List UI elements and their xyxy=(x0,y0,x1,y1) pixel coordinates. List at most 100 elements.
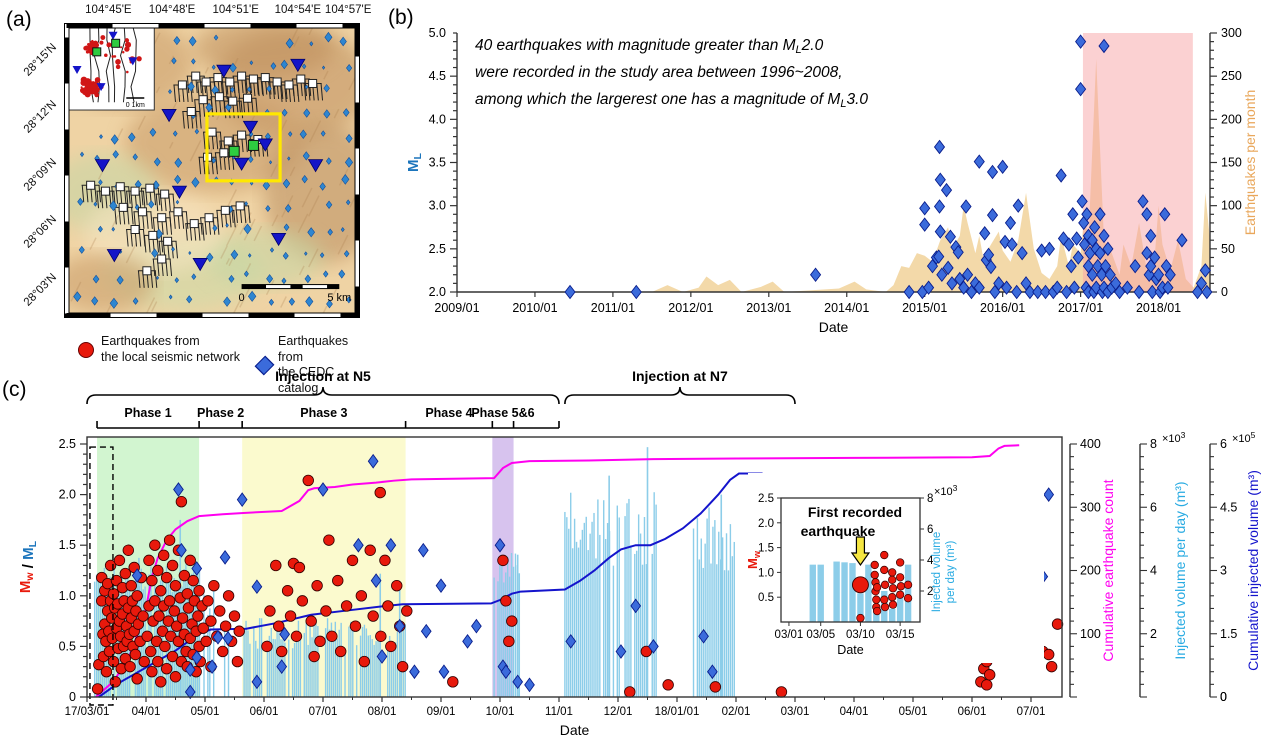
svg-text:11/01: 11/01 xyxy=(545,706,573,718)
svg-text:2013/01: 2013/01 xyxy=(746,301,791,315)
svg-text:were recorded in the study are: were recorded in the study area between … xyxy=(475,64,843,81)
svg-text:8: 8 xyxy=(927,493,933,505)
svg-text:8: 8 xyxy=(1150,437,1157,451)
map-scalebar: 0 5 km xyxy=(239,284,351,304)
svg-text:2009/01: 2009/01 xyxy=(434,301,479,315)
svg-text:2016/01: 2016/01 xyxy=(980,301,1025,315)
svg-text:4: 4 xyxy=(1150,564,1157,578)
svg-text:Injection at N7: Injection at N7 xyxy=(632,368,728,384)
legend-item-cedc-catalog: Earthquakes from the CEDC catalog xyxy=(254,334,370,397)
map-inset: 0 1km xyxy=(67,23,155,111)
svg-text:2014/01: 2014/01 xyxy=(824,301,869,315)
svg-text:18/01/01: 18/01/01 xyxy=(655,706,700,718)
svg-text:100: 100 xyxy=(1080,627,1101,641)
svg-text:2010/01: 2010/01 xyxy=(512,301,557,315)
svg-text:07/01: 07/01 xyxy=(1017,706,1046,718)
svg-text:Cumulative injected volume (m³: Cumulative injected volume (m³) xyxy=(1245,470,1261,671)
svg-text:0: 0 xyxy=(1221,285,1228,299)
svg-text:Injected volume per day (m³): Injected volume per day (m³) xyxy=(1172,481,1188,659)
svg-text:6: 6 xyxy=(1220,437,1227,451)
panel-a-legend: Earthquakes from the local seismic networ… xyxy=(70,334,370,395)
svg-text:0.5: 0.5 xyxy=(59,639,76,653)
svg-text:Date: Date xyxy=(819,319,849,335)
inset-source-box xyxy=(89,446,114,706)
cumulative-count-line xyxy=(95,444,1020,698)
svg-text:2012/01: 2012/01 xyxy=(668,301,713,315)
svg-text:4: 4 xyxy=(927,555,934,567)
svg-text:2: 2 xyxy=(927,586,933,598)
lat-tick-label: 28°03'N xyxy=(21,271,59,309)
svg-text:Mw: Mw xyxy=(745,550,762,569)
lon-tick-label: 104°57'E xyxy=(324,4,372,16)
svg-text:100: 100 xyxy=(1221,199,1242,213)
svg-text:Earthquakes per month: Earthquakes per month xyxy=(1242,90,1258,236)
lon-tick-label: 104°54'E xyxy=(274,4,322,16)
svg-text:×103: ×103 xyxy=(934,483,958,498)
lon-tick-label: 104°51'E xyxy=(212,4,259,16)
legend-label: Earthquakes from the local seismic networ… xyxy=(101,334,240,364)
svg-text:07/01: 07/01 xyxy=(309,706,338,718)
svg-text:1.0: 1.0 xyxy=(59,589,76,603)
svg-text:5 km: 5 km xyxy=(327,292,351,304)
svg-text:2015/01: 2015/01 xyxy=(902,301,947,315)
svg-text:03/01: 03/01 xyxy=(775,629,804,641)
svg-text:0: 0 xyxy=(1220,690,1227,704)
svg-text:1.5: 1.5 xyxy=(758,543,774,555)
svg-text:17/03/01: 17/03/01 xyxy=(65,706,110,718)
svg-text:Phase 2: Phase 2 xyxy=(197,406,244,420)
svg-text:6: 6 xyxy=(927,524,933,536)
svg-text:Mw / ML: Mw / ML xyxy=(17,540,39,593)
svg-text:Date: Date xyxy=(837,643,863,657)
svg-text:200: 200 xyxy=(1080,564,1101,578)
first-earthquake-arrow-icon xyxy=(850,536,871,567)
svg-text:4.5: 4.5 xyxy=(1220,500,1237,514)
svg-text:03/05: 03/05 xyxy=(806,629,835,641)
svg-text:2011/01: 2011/01 xyxy=(591,301,635,315)
svg-text:05/01: 05/01 xyxy=(899,706,928,718)
svg-text:2017/01: 2017/01 xyxy=(1058,301,1103,315)
svg-text:Injection at N5: Injection at N5 xyxy=(275,368,371,384)
svg-text:×105: ×105 xyxy=(1232,430,1256,445)
svg-text:50: 50 xyxy=(1221,242,1235,256)
svg-text:02/01: 02/01 xyxy=(722,706,751,718)
svg-text:300: 300 xyxy=(1080,500,1101,514)
panel-c-inset: 0.5 1.0 1.5 2.0 2.5 2 4 6 8×103 03/01 03/05 03/10 03… xyxy=(745,473,1044,663)
svg-text:5.0: 5.0 xyxy=(429,26,446,40)
svg-text:06/01: 06/01 xyxy=(250,706,279,718)
svg-text:2.5: 2.5 xyxy=(429,242,446,256)
svg-text:per day (m³): per day (m³) xyxy=(945,541,957,604)
svg-text:Cumulative earthquake count: Cumulative earthquake count xyxy=(1100,479,1116,661)
svg-text:6: 6 xyxy=(1150,500,1157,514)
svg-text:09/01: 09/01 xyxy=(427,706,456,718)
svg-text:2.0: 2.0 xyxy=(758,518,774,530)
panel-b-label: (b) xyxy=(388,6,414,29)
svg-text:3.5: 3.5 xyxy=(429,156,446,170)
lat-tick-label: 28°15'N xyxy=(21,41,59,79)
lat-tick-label: 28°09'N xyxy=(21,156,59,194)
svg-text:3: 3 xyxy=(1220,564,1227,578)
svg-text:4.0: 4.0 xyxy=(429,112,446,126)
svg-text:Injected volume: Injected volume xyxy=(931,532,943,613)
svg-text:40 earthquakes with magnitude: 40 earthquakes with magnitude greater th… xyxy=(475,37,824,56)
svg-text:150: 150 xyxy=(1221,156,1242,170)
svg-text:0.5: 0.5 xyxy=(758,592,774,604)
svg-text:Phase 1: Phase 1 xyxy=(124,406,171,420)
panel-a-label: (a) xyxy=(6,8,32,31)
svg-text:First recorded: First recorded xyxy=(808,504,902,520)
svg-text:2.0: 2.0 xyxy=(59,488,76,502)
svg-text:06/01: 06/01 xyxy=(958,706,987,718)
svg-text:05/01: 05/01 xyxy=(191,706,220,718)
svg-text:3.0: 3.0 xyxy=(429,199,446,213)
svg-text:Phase 3: Phase 3 xyxy=(300,406,347,420)
svg-text:2.5: 2.5 xyxy=(758,493,774,505)
panel-b-chart: 2.0 2.5 3.0 3.5 4.0 4.5 5.0 0 50 100 150 200 250 300 2… xyxy=(405,26,1258,335)
svg-text:2.0: 2.0 xyxy=(429,285,446,299)
lon-tick-label: 104°48'E xyxy=(148,4,196,16)
svg-text:400: 400 xyxy=(1080,437,1101,451)
svg-text:08/01: 08/01 xyxy=(368,706,397,718)
svg-text:03/15: 03/15 xyxy=(886,629,915,641)
legend-label: Earthquakes from the CEDC catalog xyxy=(278,334,349,395)
svg-text:among which the largerest one: among which the largerest one has a magn… xyxy=(475,91,868,110)
svg-text:0: 0 xyxy=(1220,690,1227,704)
